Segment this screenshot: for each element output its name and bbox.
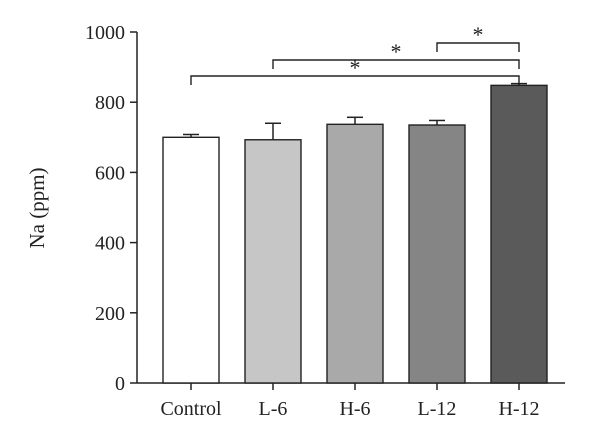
significance-star-1: * — [391, 39, 402, 64]
y-tick-label-400: 400 — [95, 233, 125, 255]
y-tick-label-0: 0 — [115, 373, 125, 395]
y-tick-label-1000: 1000 — [85, 22, 125, 44]
bar-Control — [162, 136, 220, 384]
bar-H-6 — [326, 123, 384, 384]
bar-L-12 — [408, 124, 466, 384]
bar-H-12 — [490, 84, 548, 384]
y-tick-label-600: 600 — [95, 162, 125, 184]
significance-bracket-2 — [190, 75, 520, 85]
significance-bracket-0 — [436, 42, 520, 52]
y-axis-label: Na (ppm) — [25, 167, 49, 248]
y-tick-label-800: 800 — [95, 92, 125, 114]
x-tick-label-L-12: L-12 — [418, 398, 457, 420]
bar-L-6 — [244, 139, 302, 384]
x-tick-label-L-6: L-6 — [259, 398, 288, 420]
y-tick-label-200: 200 — [95, 303, 125, 325]
significance-bracket-1 — [272, 59, 520, 69]
x-tick-label-H-6: H-6 — [339, 398, 370, 420]
x-tick-label-Control: Control — [160, 398, 222, 420]
significance-star-0: * — [473, 22, 484, 47]
significance-star-2: * — [350, 55, 361, 80]
x-tick-label-H-12: H-12 — [498, 398, 539, 420]
